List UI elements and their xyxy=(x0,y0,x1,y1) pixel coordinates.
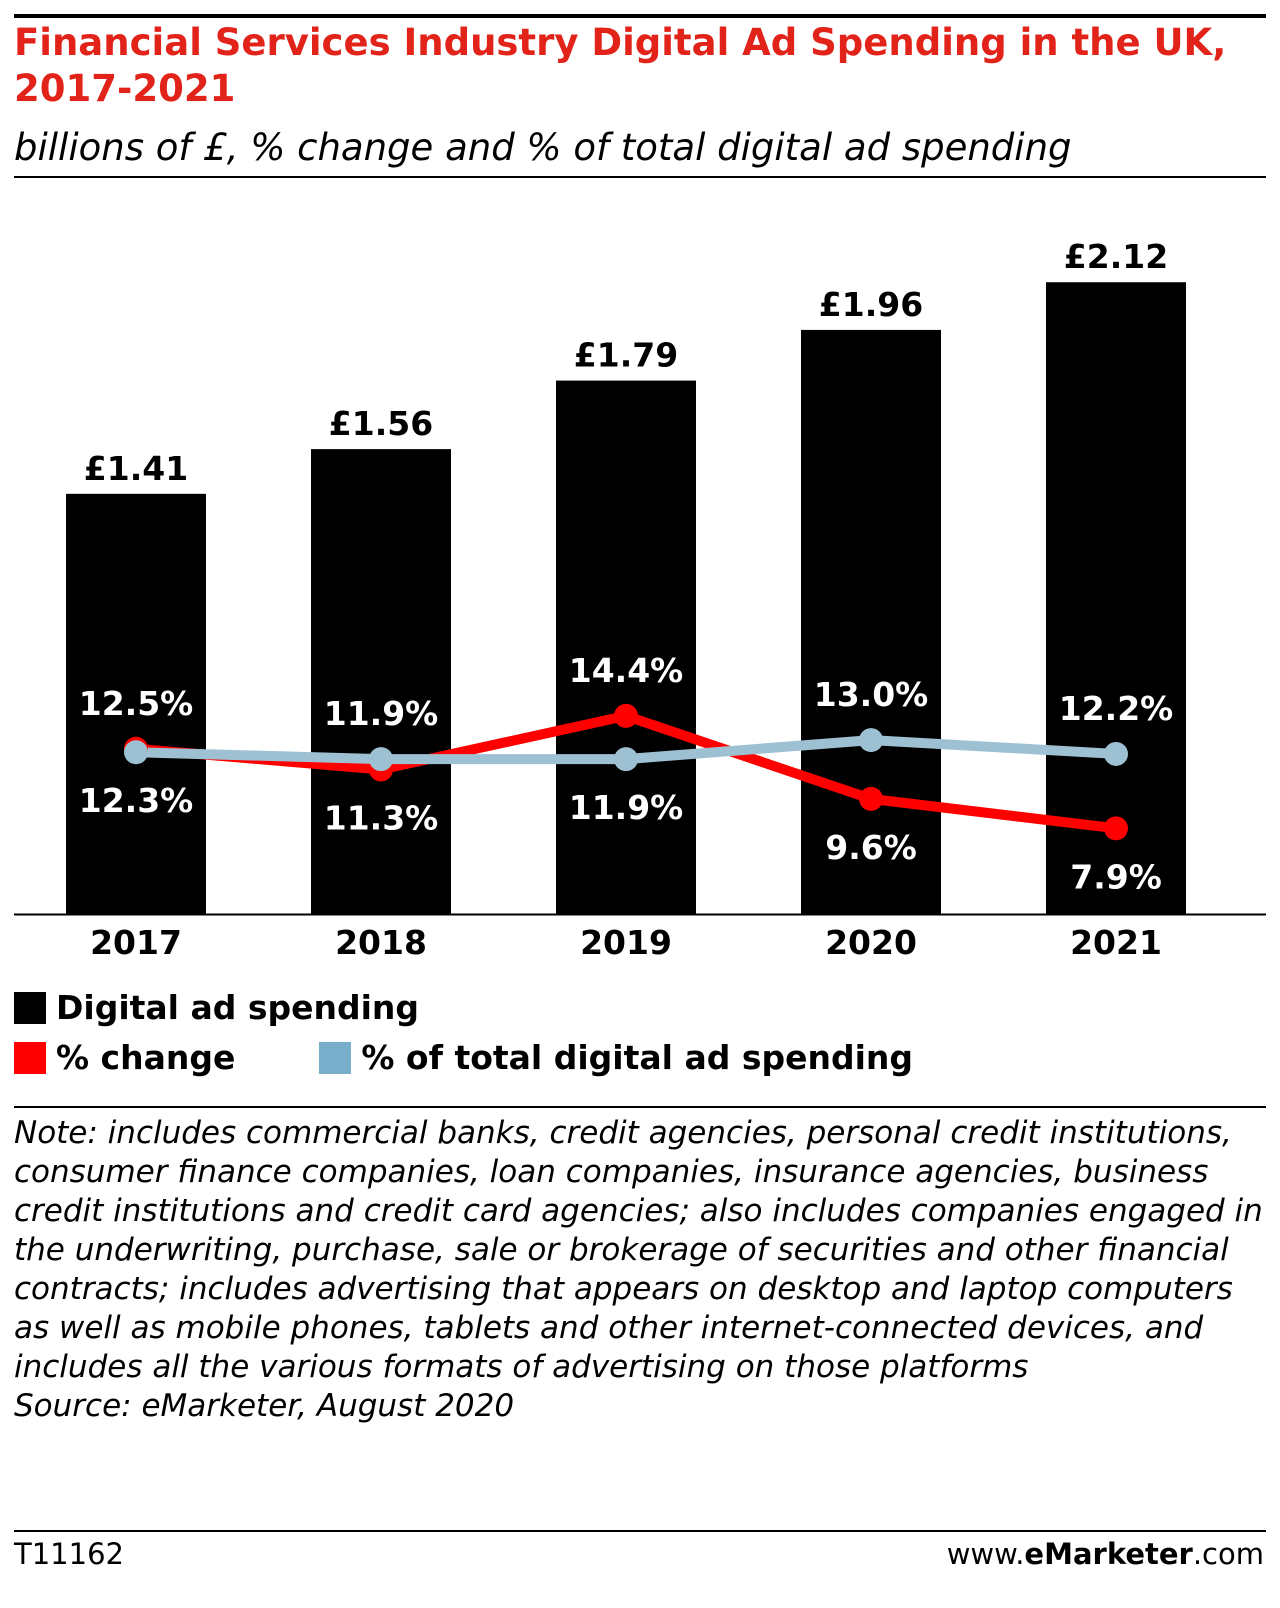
share-value-label: 11.9% xyxy=(324,694,439,733)
change-value-label: 11.3% xyxy=(324,799,439,838)
brand-name: eMarketer xyxy=(1024,1537,1193,1571)
share-point xyxy=(124,740,148,765)
brand-link[interactable]: www.eMarketer.com xyxy=(947,1537,1264,1571)
brand-suffix: .com xyxy=(1192,1537,1264,1571)
legend-row-1: Digital ad spending xyxy=(14,988,419,1027)
footnote: Note: includes commercial banks, credit … xyxy=(14,1114,1264,1426)
change-point xyxy=(859,786,883,811)
change-value-label: 9.6% xyxy=(825,828,917,867)
bar-value-label: £2.12 xyxy=(1064,237,1168,276)
legend-label-change: % change xyxy=(56,1038,236,1077)
share-point xyxy=(369,747,393,772)
bar-value-label: £1.79 xyxy=(574,336,678,375)
chart-subtitle: billions of £, % change and % of total d… xyxy=(14,126,1072,169)
bar-2017 xyxy=(66,493,206,914)
legend-swatch-change xyxy=(14,1041,46,1074)
change-value-label: 14.4% xyxy=(569,651,684,690)
header-rule xyxy=(14,176,1266,178)
legend-item-change: % change xyxy=(14,1038,235,1077)
x-tick-label: 2018 xyxy=(335,923,427,962)
legend-swatch-share xyxy=(319,1041,352,1074)
source-text: Source: eMarketer, August 2020 xyxy=(14,1388,515,1424)
x-tick-label: 2020 xyxy=(825,923,917,962)
share-point xyxy=(614,747,638,772)
chart-title: Financial Services Industry Digital Ad S… xyxy=(14,21,1227,110)
legend-swatch-bars xyxy=(14,991,46,1024)
bar-value-label: £1.96 xyxy=(819,285,923,324)
bar-2020 xyxy=(801,329,941,914)
change-point xyxy=(1104,816,1128,841)
change-point xyxy=(614,703,638,728)
share-point xyxy=(1104,741,1128,766)
legend-item-share: % of total digital ad spending xyxy=(319,1038,913,1077)
x-tick-label: 2019 xyxy=(580,923,672,962)
bar-2019 xyxy=(556,380,696,914)
x-tick-label: 2017 xyxy=(90,923,182,962)
change-value-label: 7.9% xyxy=(1070,857,1162,896)
share-value-label: 12.2% xyxy=(1059,689,1174,728)
legend-label-bars: Digital ad spending xyxy=(56,988,420,1027)
note-rule xyxy=(14,1106,1266,1108)
footer-rule xyxy=(14,1530,1266,1532)
share-value-label: 13.0% xyxy=(814,675,929,714)
legend-item-bars: Digital ad spending xyxy=(14,988,419,1027)
chart-area: £1.41 2017 £1.56 2018 £1.79 2019 £1.96 2020 £2.1… xyxy=(14,237,1266,962)
bar-2018 xyxy=(311,449,451,914)
bar-value-label: £1.41 xyxy=(84,449,188,488)
change-value-label: 12.5% xyxy=(79,684,194,723)
legend-row-2: % change % of total digital ad spending xyxy=(14,1038,913,1077)
note-text: Note: includes commercial banks, credit … xyxy=(14,1115,1263,1385)
chart-id: T11162 xyxy=(14,1537,124,1571)
brand-prefix: www. xyxy=(946,1537,1025,1571)
top-rule xyxy=(14,14,1266,18)
bar-value-label: £1.56 xyxy=(329,404,433,443)
share-value-label: 12.3% xyxy=(79,781,194,820)
x-tick-label: 2021 xyxy=(1070,923,1162,962)
bar-2021 xyxy=(1046,282,1186,914)
legend-label-share: % of total digital ad spending xyxy=(361,1038,914,1077)
share-value-label: 11.9% xyxy=(569,788,684,827)
share-point xyxy=(859,728,883,753)
